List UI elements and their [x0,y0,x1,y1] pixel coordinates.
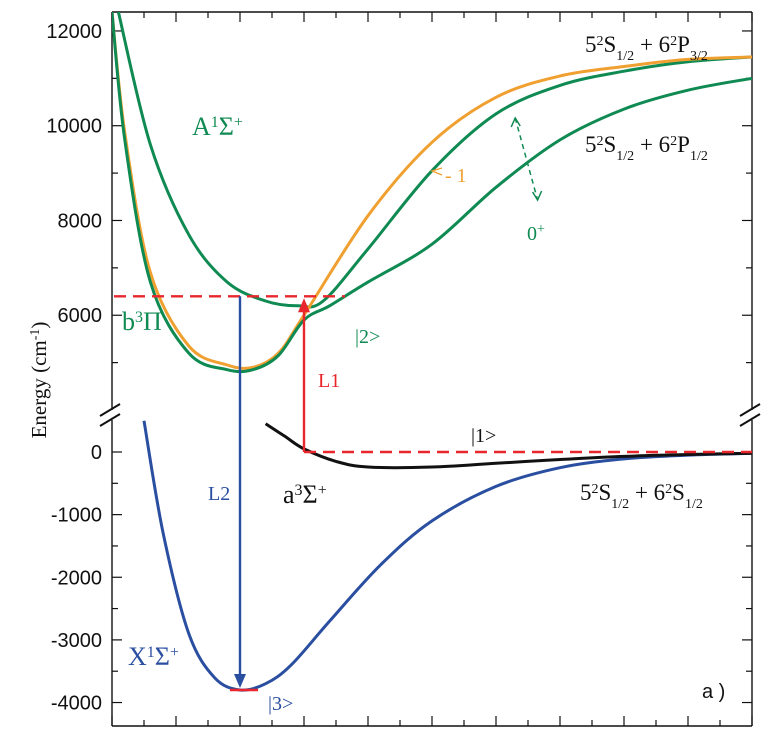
label-b-state: b3Π [122,307,162,336]
curve-a [264,422,753,470]
label-L2: L2 [208,483,230,505]
omega-arrowhead-top [510,116,521,128]
label-X-state: X1Σ+ [128,642,179,671]
ket-1: |1> [471,425,496,447]
y-axis-label: Energy (cm-1) [27,322,51,439]
label-a-state: a3Σ+ [283,480,327,509]
axis-break-left-a [99,403,121,417]
ytick-label-lower: -3000 [51,630,102,652]
asymptote-top: 52S1/2 + 62P3/2 [585,32,708,64]
ytick-label-lower: -2000 [51,567,102,589]
ytick-label-lower: 0 [91,442,102,464]
label-L1: L1 [318,370,340,392]
ytick-label-upper: 10000 [46,116,102,138]
transition-arrows [114,116,752,692]
ket-3: |3> [268,693,293,715]
curve-b_omega0plus [112,12,752,374]
axis-break-right-b [739,413,761,427]
y-ticks: 6000 8000 10000 12000 0 -1000 -2000 -3000 -4000 [46,21,752,715]
ytick-label-upper: 8000 [58,210,103,232]
ytick-label-lower: -4000 [51,693,102,715]
ytick-label-lower: -1000 [51,505,102,527]
omega1-pointer [430,167,443,176]
ytick-label-upper: 12000 [46,21,102,43]
arrowhead-L1 [298,298,310,313]
label-omega-0plus: 0+ [527,222,545,246]
ytick-label-upper: 6000 [58,305,103,327]
curve-A [116,12,752,309]
axis-break-left-b [99,413,121,427]
label-omega-minus1: - 1 [445,165,467,187]
label-A-state: A1Σ+ [192,112,243,141]
panel-tag: a ) [702,681,725,703]
axis-break-right-a [739,403,761,417]
asymptote-low: 52S1/2 + 62S1/2 [580,480,703,512]
curve-X [142,420,753,692]
arrowhead-L2 [234,674,246,688]
ket-2: |2> [355,326,380,348]
omega-arrowhead-bottom [531,190,543,202]
asymptote-mid: 52S1/2 + 62P1/2 [585,132,708,164]
